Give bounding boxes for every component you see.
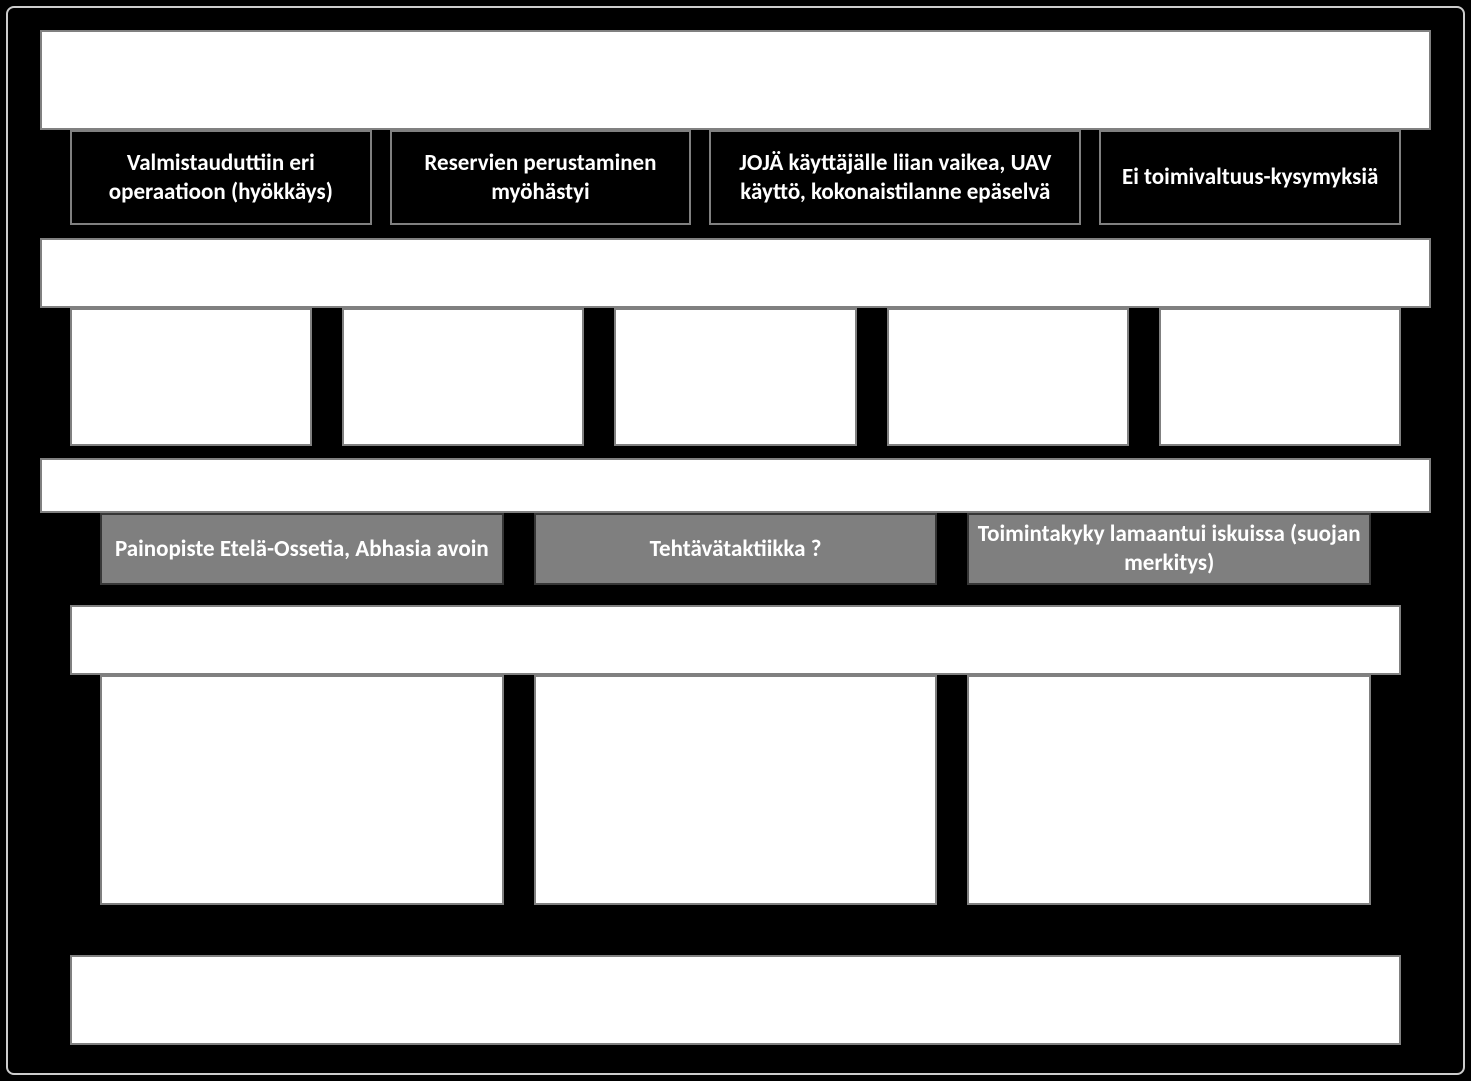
node-reserves: Reservien perustaminen myöhästyi bbox=[390, 130, 692, 225]
column-box bbox=[614, 308, 856, 446]
section-bar-3 bbox=[40, 458, 1431, 513]
node-label: Toimintakyky lamaantui iskuissa (suojan … bbox=[975, 520, 1363, 578]
node-label: Reservien perustaminen myöhästyi bbox=[400, 149, 682, 207]
node-preparation: Valmistauduttiin eri operaatioon (hyökkä… bbox=[70, 130, 372, 225]
node-tactics: Tehtävätaktiikka ? bbox=[534, 513, 938, 585]
node-label: Ei toimivaltuus-kysymyksiä bbox=[1122, 163, 1378, 192]
node-label: Valmistauduttiin eri operaatioon (hyökkä… bbox=[80, 149, 362, 207]
column-box bbox=[967, 675, 1371, 905]
level-2-columns bbox=[70, 308, 1401, 446]
section-bar-2 bbox=[40, 238, 1431, 308]
column-box bbox=[1159, 308, 1401, 446]
node-ossetia: Painopiste Etelä-Ossetia, Abhasia avoin bbox=[100, 513, 504, 585]
node-joja: JOJÄ käyttäjälle liian vaikea, UAV käytt… bbox=[709, 130, 1081, 225]
header-bar bbox=[40, 30, 1431, 130]
node-capability: Toimintakyky lamaantui iskuissa (suojan … bbox=[967, 513, 1371, 585]
column-box bbox=[70, 308, 312, 446]
node-label: JOJÄ käyttäjälle liian vaikea, UAV käytt… bbox=[719, 149, 1071, 207]
footer-bar bbox=[70, 955, 1401, 1045]
node-label: Painopiste Etelä-Ossetia, Abhasia avoin bbox=[115, 535, 489, 564]
section-bar-4 bbox=[70, 605, 1401, 675]
node-label: Tehtävätaktiikka ? bbox=[650, 535, 822, 564]
column-box bbox=[534, 675, 938, 905]
node-authority: Ei toimivaltuus-kysymyksiä bbox=[1099, 130, 1401, 225]
level-1-nodes: Valmistauduttiin eri operaatioon (hyökkä… bbox=[70, 130, 1401, 225]
level-3-nodes: Painopiste Etelä-Ossetia, Abhasia avoin … bbox=[100, 513, 1371, 585]
level-4-columns bbox=[100, 675, 1371, 905]
column-box bbox=[342, 308, 584, 446]
column-box bbox=[100, 675, 504, 905]
column-box bbox=[887, 308, 1129, 446]
